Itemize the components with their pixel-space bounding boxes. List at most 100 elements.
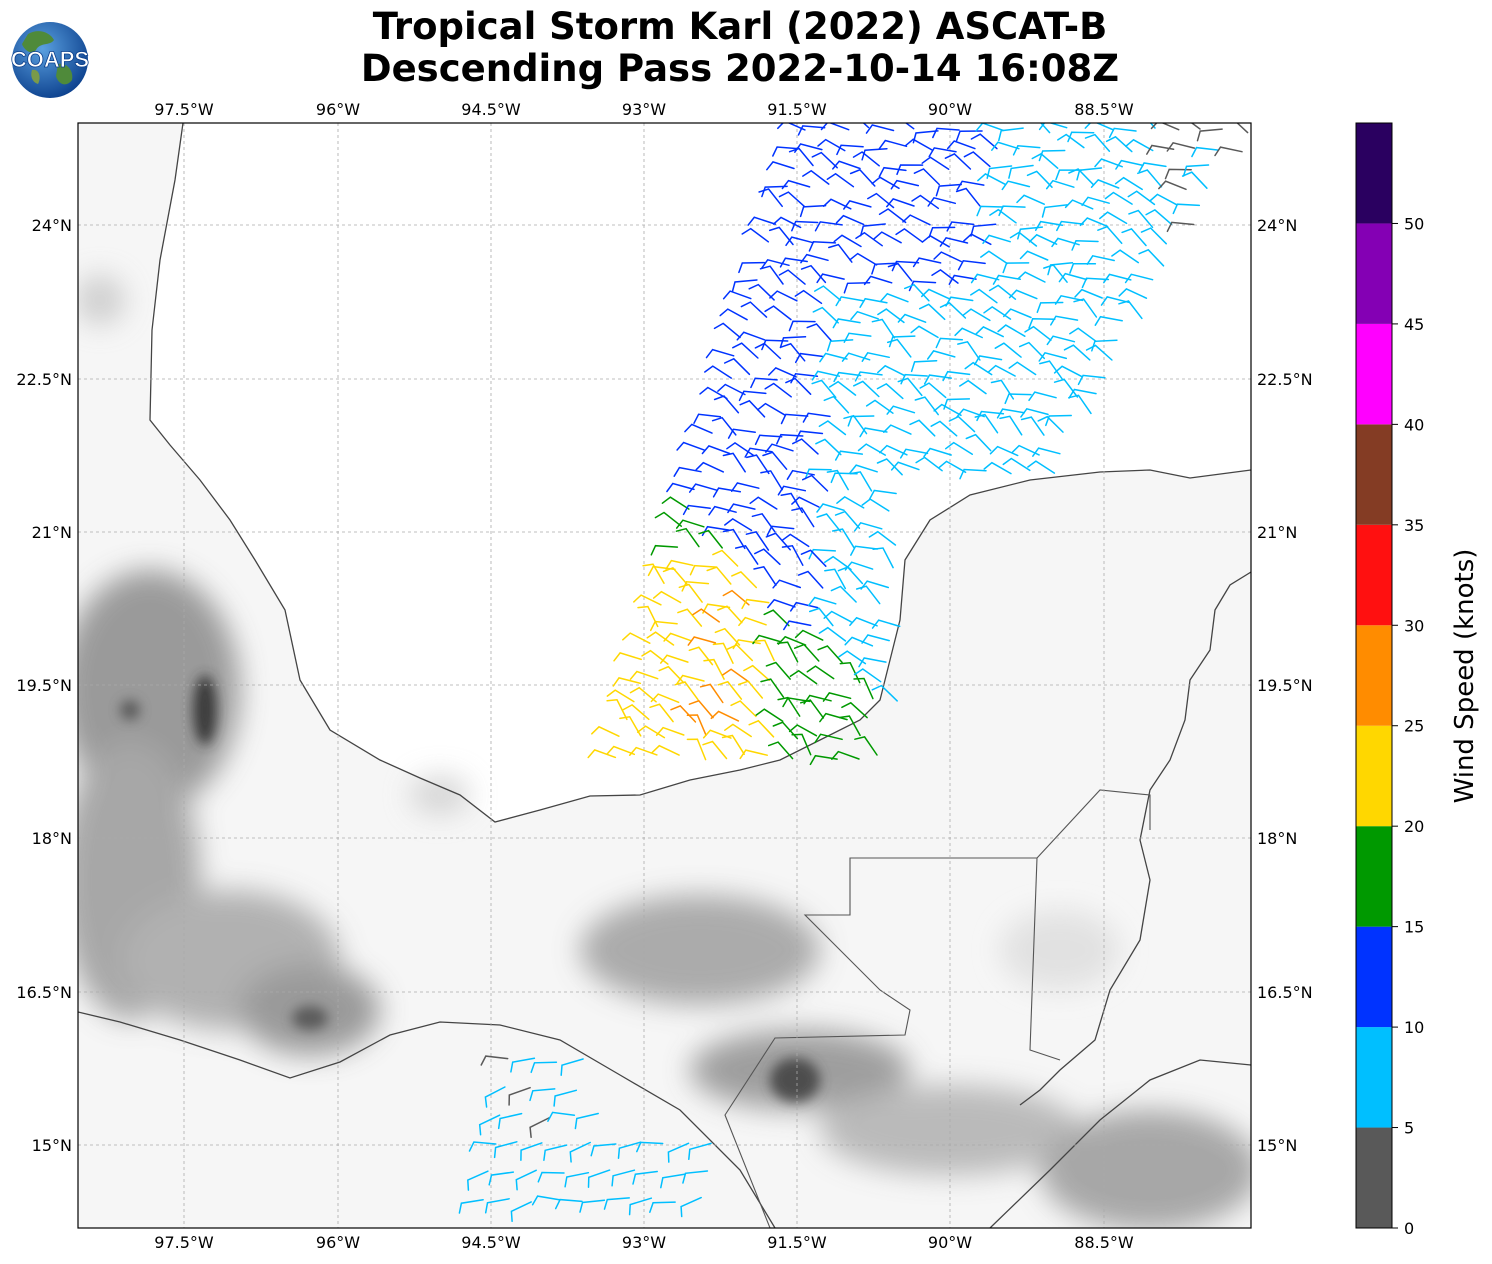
- wind-barb: [761, 185, 788, 198]
- wind-barb: [876, 382, 904, 400]
- wind-barb: [1104, 191, 1133, 205]
- wind-barb: [579, 1199, 606, 1213]
- wind-barb: [760, 678, 785, 698]
- wind-barb: [777, 485, 807, 496]
- wind-barb: [554, 1198, 583, 1210]
- wind-barb: [957, 259, 986, 271]
- wind-barb: [997, 324, 1026, 337]
- wind-barb: [818, 626, 847, 642]
- wind-barb: [632, 1170, 658, 1185]
- wind-barb: [1146, 144, 1175, 155]
- wind-barb: [806, 323, 832, 342]
- wind-barb: [987, 364, 1016, 377]
- wind-barb: [637, 605, 659, 628]
- wind-barb: [879, 444, 908, 456]
- wind-barb: [959, 379, 987, 395]
- colorbar-tick-label: 10: [1404, 1018, 1424, 1037]
- wind-barb: [819, 352, 848, 363]
- wind-barb: [520, 1142, 543, 1161]
- wind-barb: [811, 379, 837, 399]
- wind-barb: [484, 1086, 506, 1108]
- pacific-coastline: [78, 1011, 776, 1228]
- wind-barb: [722, 452, 746, 473]
- lon-label-top: 94.5°W: [461, 100, 521, 119]
- lat-label-right: 21°N: [1257, 523, 1297, 542]
- wind-barb: [988, 284, 1017, 300]
- wind-barb: [710, 710, 740, 722]
- wind-barb: [928, 226, 956, 238]
- wind-barb: [564, 1171, 590, 1188]
- wind-barb: [800, 549, 827, 567]
- wind-barb: [910, 325, 939, 339]
- wind-barb: [807, 596, 837, 607]
- wind-barb: [1099, 211, 1128, 225]
- wind-barb: [836, 144, 864, 156]
- wind-barb: [1038, 149, 1066, 162]
- wind-barb: [1181, 171, 1208, 189]
- wind-barb: [802, 169, 830, 185]
- wind-barb: [1056, 220, 1085, 232]
- wind-barb: [1001, 180, 1031, 191]
- wind-barb: [891, 260, 920, 272]
- wind-barb: [779, 336, 807, 349]
- wind-barb: [824, 568, 847, 590]
- wind-barb: [675, 527, 700, 548]
- wind-barb: [622, 703, 650, 721]
- wind-barb: [849, 464, 878, 474]
- colorbar-bin: [1356, 223, 1392, 324]
- wind-barb: [659, 654, 689, 664]
- wind-barb: [822, 692, 852, 702]
- wind-barb: [730, 700, 757, 718]
- wind-barb: [841, 352, 871, 362]
- coaps-logo: COAPS: [10, 20, 90, 100]
- colorbar-bins: [1356, 123, 1392, 1228]
- lon-label-bottom: 93°W: [622, 1233, 666, 1252]
- lon-label-bottom: 97.5°W: [154, 1233, 214, 1252]
- lon-label-bottom: 96°W: [316, 1233, 360, 1252]
- wind-barb: [754, 434, 783, 446]
- wind-barb: [1068, 168, 1095, 186]
- wind-barb: [909, 419, 936, 437]
- wind-barb: [938, 460, 967, 474]
- lon-label-bottom: 94.5°W: [461, 1233, 521, 1252]
- wind-barb: [904, 123, 915, 130]
- wind-barb: [861, 634, 890, 644]
- colorbar-bin: [1356, 926, 1392, 1028]
- wind-barb: [888, 335, 916, 348]
- wind-barb: [1011, 444, 1040, 456]
- wind-barb: [713, 395, 740, 414]
- wind-barb: [956, 408, 985, 418]
- wind-barb: [695, 461, 725, 473]
- wind-barb: [800, 253, 829, 264]
- wind-barb: [761, 339, 789, 351]
- wind-barb: [673, 466, 702, 477]
- wind-barb: [890, 461, 920, 471]
- wind-barb: [730, 482, 760, 492]
- wind-barb: [838, 715, 861, 737]
- wind-barb: [878, 139, 908, 150]
- wind-barb: [1071, 240, 1099, 251]
- wind-barb: [510, 1201, 532, 1223]
- wind-barb: [488, 1171, 515, 1186]
- title-line-2: Descending Pass 2022-10-14 16:08Z: [360, 47, 1120, 90]
- wind-barb: [897, 313, 927, 323]
- wind-barb: [965, 433, 992, 452]
- wind-barb: [1064, 199, 1094, 210]
- wind-barb: [772, 146, 800, 157]
- wind-barb: [823, 610, 852, 623]
- wind-barb: [767, 741, 794, 760]
- wind-barb: [1091, 339, 1118, 352]
- wind-barb: [990, 379, 1015, 400]
- wind-barb: [650, 544, 679, 556]
- wind-barb: [675, 519, 705, 529]
- wind-barb: [468, 1141, 497, 1152]
- wind-barb: [957, 340, 981, 361]
- wind-barb: [722, 528, 746, 550]
- wind-barb: [529, 1088, 556, 1102]
- wind-barb: [816, 513, 842, 532]
- wind-barb: [808, 241, 837, 252]
- wind-barb: [794, 629, 824, 641]
- wind-barb: [989, 208, 1017, 224]
- wind-barb: [899, 448, 929, 459]
- wind-barb: [654, 511, 683, 527]
